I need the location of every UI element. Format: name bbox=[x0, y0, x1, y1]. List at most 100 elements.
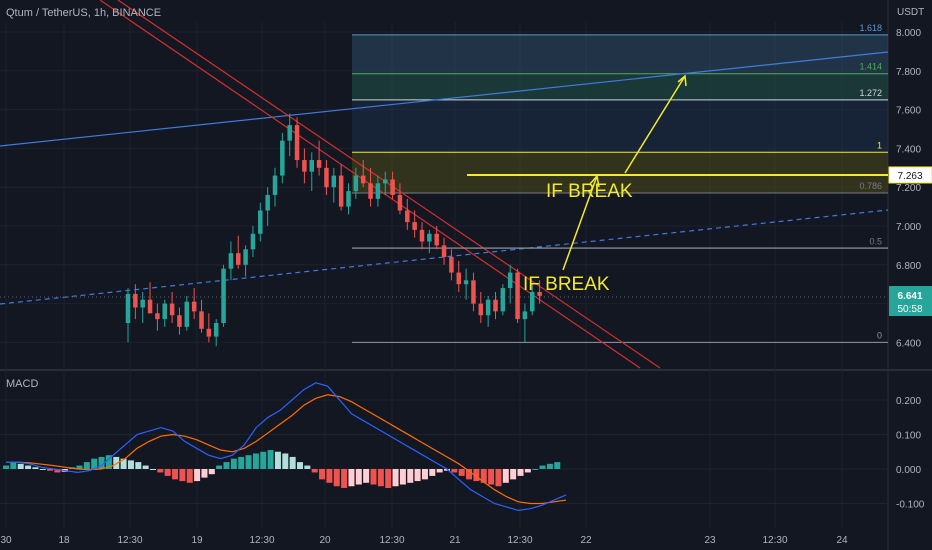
price-tick-label: 6.800 bbox=[896, 261, 921, 272]
macd-histogram-bar bbox=[274, 451, 281, 469]
candle-body bbox=[177, 315, 182, 327]
candle-body bbox=[515, 272, 520, 320]
macd-histogram-bar bbox=[480, 469, 487, 483]
candle-body bbox=[353, 175, 359, 192]
candle-body bbox=[419, 229, 425, 242]
horizontal-price-tag: 7.263 bbox=[897, 171, 922, 182]
candle-body bbox=[206, 328, 212, 337]
macd-histogram-bar bbox=[135, 462, 142, 469]
macd-histogram-bar bbox=[260, 451, 267, 469]
price-tick-label: 7.600 bbox=[896, 106, 921, 117]
macd-histogram-bar bbox=[25, 465, 32, 469]
time-axis[interactable]: 30 18 12:30 19 12:30 20 12:30 21 12:30 22 23 12:30 2… bbox=[0, 535, 848, 546]
macd-tick-label: -0.100 bbox=[896, 500, 925, 511]
candle-body bbox=[346, 191, 351, 207]
macd-histogram-bar bbox=[414, 469, 421, 482]
break-arrow-1-head bbox=[589, 174, 600, 188]
candle-body bbox=[199, 311, 204, 329]
macd-histogram-bar bbox=[495, 469, 502, 487]
currency-label: USDT bbox=[897, 7, 925, 18]
macd-histogram-bar bbox=[473, 469, 480, 482]
fib-retracement[interactable]: 1.618 1.414 1.272 1 0.786 0.5 0 bbox=[352, 23, 888, 343]
candle-body bbox=[140, 299, 145, 308]
macd-tick-label: 0.200 bbox=[896, 396, 921, 407]
macd-histogram-bar bbox=[267, 450, 274, 469]
macd-histogram-bar bbox=[377, 469, 384, 487]
time-tick-label: 12:30 bbox=[507, 535, 532, 546]
price-tick-label: 7.800 bbox=[896, 67, 921, 78]
time-tick-label: 24 bbox=[836, 535, 848, 546]
fib-level-label: 1.618 bbox=[859, 23, 882, 33]
candle-body bbox=[265, 194, 270, 211]
macd-histogram-bar bbox=[436, 469, 443, 473]
candle-body bbox=[221, 268, 226, 323]
candle-body bbox=[302, 160, 307, 172]
macd-histogram-bar bbox=[539, 465, 546, 469]
candle-body bbox=[309, 160, 314, 172]
break-arrow-2 bbox=[624, 75, 686, 174]
candle-body bbox=[485, 299, 491, 316]
candle-body bbox=[530, 291, 535, 312]
candle-body bbox=[162, 303, 167, 320]
macd-tick-label: 0.100 bbox=[896, 431, 921, 442]
candle-body bbox=[390, 179, 395, 195]
candle-body bbox=[434, 233, 439, 246]
fib-level-label: 0.5 bbox=[869, 236, 882, 246]
time-tick-label: 12:30 bbox=[379, 535, 404, 546]
time-tick-label: 20 bbox=[319, 535, 331, 546]
time-tick-label: 30 bbox=[0, 535, 12, 546]
macd-histogram-bar bbox=[113, 456, 120, 469]
candle-body bbox=[155, 313, 160, 320]
price-tick-label: 6.400 bbox=[896, 338, 921, 349]
candle-series bbox=[125, 113, 542, 347]
candle-body bbox=[397, 194, 403, 211]
candle-body bbox=[272, 175, 278, 195]
time-tick-label: 22 bbox=[580, 535, 592, 546]
if-break-label-upper: IF BREAK bbox=[546, 181, 633, 202]
macd-panel bbox=[3, 382, 567, 512]
candle-body bbox=[316, 160, 322, 168]
macd-histogram-bar bbox=[458, 469, 465, 476]
candle-body bbox=[360, 175, 366, 184]
time-tick-label: 23 bbox=[704, 535, 716, 546]
macd-histogram-bar bbox=[282, 453, 289, 469]
price-axis[interactable]: 8.0007.8007.6007.4007.2007.0006.8006.600… bbox=[888, 28, 932, 511]
chart-title: Qtum / TetherUS, 1h, BINANCE bbox=[6, 7, 162, 19]
macd-histogram-bar bbox=[488, 469, 495, 485]
candle-body bbox=[169, 303, 175, 316]
candle-body bbox=[449, 257, 454, 273]
candle-body bbox=[463, 280, 469, 285]
macd-histogram-bar bbox=[208, 469, 215, 475]
macd-histogram-bar bbox=[304, 465, 311, 469]
candle-body bbox=[280, 140, 285, 176]
candle-body bbox=[228, 253, 234, 269]
macd-histogram-bar bbox=[216, 465, 223, 469]
macd-histogram-bar bbox=[238, 456, 245, 469]
fib-zone-1414 bbox=[352, 73, 888, 100]
candle-countdown: 50:58 bbox=[897, 304, 922, 315]
macd-histogram-bar bbox=[10, 462, 17, 469]
fib-level-label: 0.786 bbox=[859, 181, 882, 191]
blue-trendline bbox=[0, 51, 889, 147]
annotations-layer[interactable]: IF BREAK IF BREAK bbox=[467, 74, 888, 295]
macd-histogram-bar bbox=[201, 469, 208, 478]
candle-body bbox=[500, 288, 506, 312]
price-tick-label: 7.200 bbox=[896, 183, 921, 194]
macd-histogram-bar bbox=[399, 469, 406, 485]
macd-histogram-bar bbox=[105, 455, 112, 469]
candle-body bbox=[287, 125, 292, 141]
macd-histogram-bar bbox=[179, 469, 186, 482]
macd-histogram-bar bbox=[172, 469, 179, 480]
candle-body bbox=[243, 249, 248, 265]
candle-body bbox=[412, 222, 417, 230]
last-price-tag-bg bbox=[889, 286, 932, 316]
fib-level-label: 1 bbox=[877, 140, 882, 150]
macd-histogram-bar bbox=[370, 469, 377, 485]
macd-histogram-bar bbox=[429, 469, 436, 476]
macd-histogram-bar bbox=[348, 469, 355, 487]
candle-body bbox=[441, 245, 447, 258]
candle-body bbox=[184, 301, 190, 327]
candle-body bbox=[537, 291, 542, 296]
